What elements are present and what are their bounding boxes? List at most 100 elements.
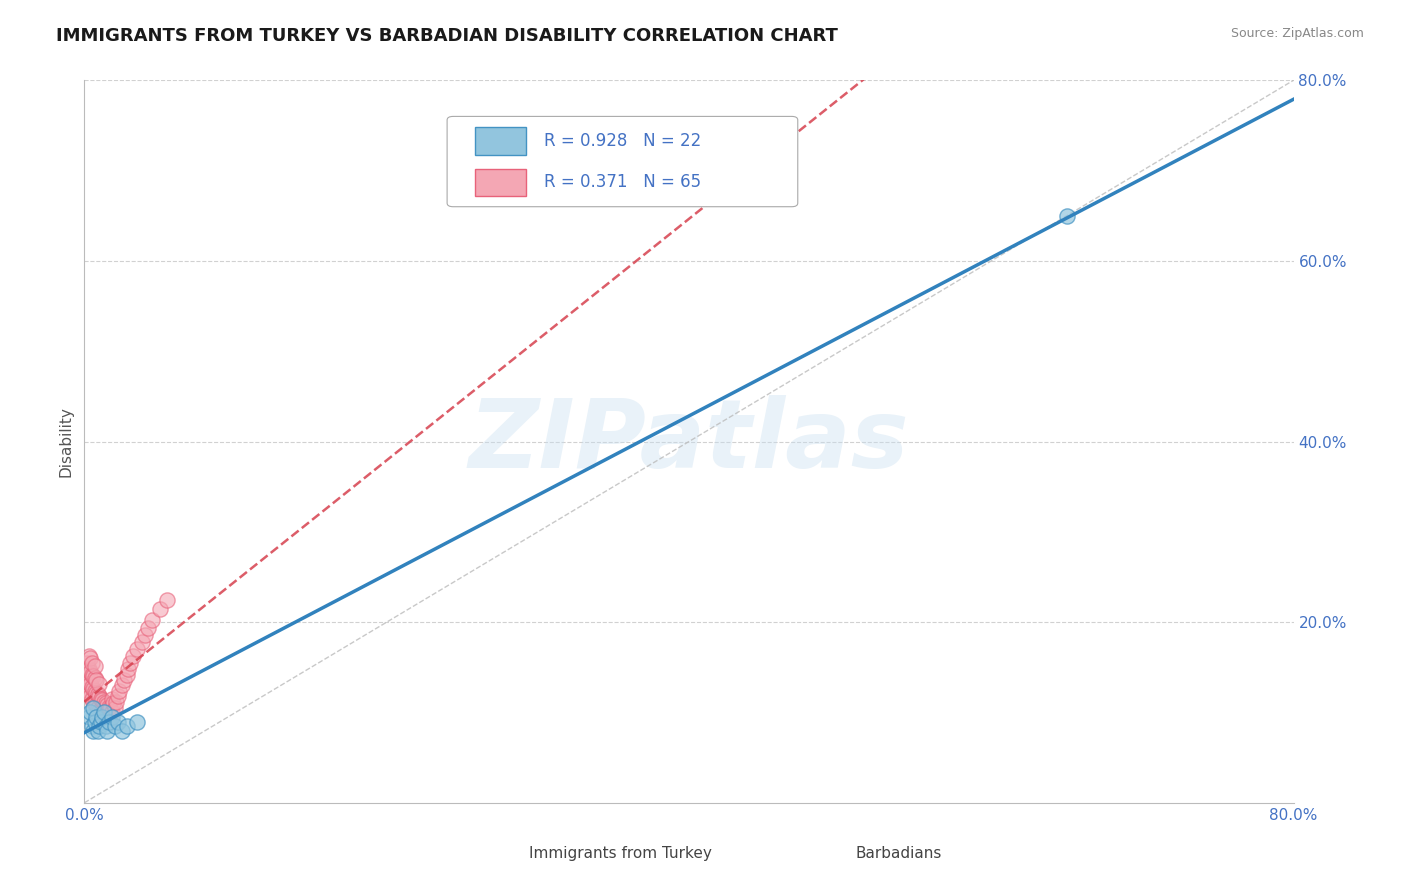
Point (111, 678, 134, 692)
Point (80, 719, 103, 733)
Point (93, 706, 115, 720)
Point (94, 719, 117, 733)
Point (84, 683, 107, 698)
Point (77, 649, 100, 664)
Point (111, 723, 134, 738)
Point (90, 714, 112, 729)
Point (94, 711, 117, 725)
Point (89, 676, 111, 690)
Point (76, 656, 98, 670)
Point (76, 682, 98, 697)
Point (87, 723, 110, 738)
Point (79, 651, 101, 665)
Point (86, 698, 108, 713)
FancyBboxPatch shape (484, 849, 517, 865)
Point (107, 690, 129, 704)
Point (115, 667, 138, 681)
Point (96, 713, 118, 727)
Point (89, 704, 111, 718)
Point (108, 683, 131, 698)
Point (127, 714, 149, 729)
Point (100, 710, 122, 724)
Point (75, 665, 97, 679)
Text: Source: ZipAtlas.com: Source: ZipAtlas.com (1230, 27, 1364, 40)
Point (79, 676, 101, 690)
Point (77, 673, 100, 688)
Point (136, 621, 159, 635)
Point (93, 695, 115, 709)
Point (84, 671, 107, 685)
Text: R = 0.928   N = 22: R = 0.928 N = 22 (544, 132, 702, 150)
Point (96, 723, 118, 738)
Point (90, 692, 112, 706)
Point (91, 710, 114, 724)
Point (1056, 209, 1078, 223)
Point (97, 700, 120, 714)
Point (93, 709, 115, 723)
Point (134, 628, 156, 642)
Point (101, 697, 124, 711)
Point (96, 698, 118, 713)
Point (91, 693, 114, 707)
Point (87, 687, 110, 701)
Text: R = 0.371   N = 65: R = 0.371 N = 65 (544, 173, 702, 192)
Point (100, 706, 122, 720)
Point (77, 687, 100, 701)
FancyBboxPatch shape (475, 127, 526, 154)
Point (104, 719, 127, 733)
Point (156, 592, 179, 607)
Point (94, 697, 117, 711)
Point (79, 706, 101, 720)
Point (75, 678, 97, 692)
Point (86, 685, 108, 699)
Point (84, 658, 107, 673)
FancyBboxPatch shape (810, 849, 844, 865)
Point (91, 707, 114, 722)
Point (79, 665, 101, 679)
Point (77, 710, 100, 724)
Point (100, 692, 122, 706)
Point (115, 719, 138, 733)
Point (97, 714, 120, 729)
FancyBboxPatch shape (475, 169, 526, 196)
Point (98, 701, 121, 715)
Point (79, 690, 101, 704)
Point (117, 662, 139, 676)
Point (89, 719, 111, 733)
Point (84, 697, 107, 711)
Point (82, 723, 104, 738)
Point (80, 680, 103, 694)
Point (127, 642, 149, 657)
Point (82, 669, 104, 683)
Point (77, 662, 100, 676)
FancyBboxPatch shape (447, 117, 797, 207)
Point (80, 667, 103, 681)
Point (86, 673, 108, 687)
Point (82, 701, 104, 715)
Point (80, 692, 103, 706)
Point (82, 681, 104, 696)
Text: ZIPatlas: ZIPatlas (468, 395, 910, 488)
Point (141, 613, 163, 627)
Point (84, 714, 107, 729)
Point (90, 706, 112, 720)
Point (89, 690, 111, 704)
Text: Immigrants from Turkey: Immigrants from Turkey (529, 846, 713, 861)
Point (104, 701, 127, 715)
Point (80, 656, 103, 670)
Point (107, 714, 129, 729)
Point (149, 601, 172, 615)
Point (76, 669, 98, 683)
Point (131, 635, 153, 649)
Point (118, 656, 141, 670)
Point (105, 695, 128, 709)
Point (121, 649, 143, 664)
Point (86, 710, 108, 724)
Y-axis label: Disability: Disability (58, 406, 73, 477)
Text: IMMIGRANTS FROM TURKEY VS BARBADIAN DISABILITY CORRELATION CHART: IMMIGRANTS FROM TURKEY VS BARBADIAN DISA… (56, 27, 838, 45)
Point (87, 701, 110, 715)
Text: Barbadians: Barbadians (856, 846, 942, 861)
Point (82, 695, 104, 709)
Point (112, 673, 135, 687)
Point (97, 714, 120, 729)
